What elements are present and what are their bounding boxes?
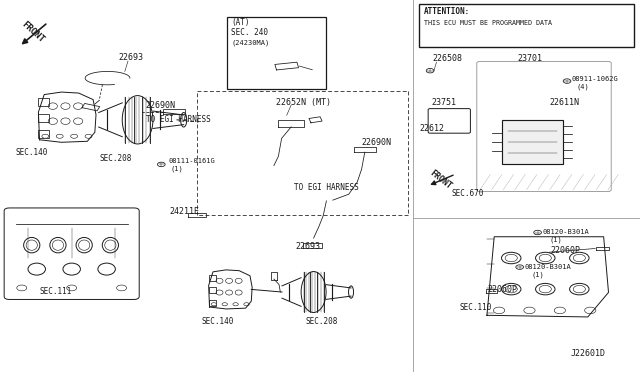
Text: TO EGI HARNESS: TO EGI HARNESS — [146, 115, 211, 124]
Text: ATTENTION:: ATTENTION: — [424, 7, 470, 16]
Bar — [227, 17, 326, 89]
Text: FRONT: FRONT — [428, 168, 453, 190]
Circle shape — [534, 230, 541, 235]
Bar — [419, 4, 634, 46]
Text: 22652N (MT): 22652N (MT) — [276, 98, 332, 107]
Text: (1): (1) — [549, 236, 562, 243]
Text: 22693: 22693 — [118, 52, 143, 61]
Text: TO EGI HARNESS: TO EGI HARNESS — [294, 183, 359, 192]
Text: FRONT: FRONT — [20, 20, 46, 45]
Text: 22611N: 22611N — [549, 98, 579, 107]
Circle shape — [42, 134, 49, 138]
Bar — [209, 287, 216, 293]
Circle shape — [85, 134, 92, 138]
Bar — [38, 98, 49, 106]
Text: 22693: 22693 — [296, 242, 321, 251]
Text: (4): (4) — [576, 84, 589, 90]
Circle shape — [56, 134, 63, 138]
Text: SEC.111: SEC.111 — [40, 287, 72, 296]
Circle shape — [426, 68, 434, 73]
Text: SEC. 240: SEC. 240 — [231, 28, 268, 37]
Text: SEC.670: SEC.670 — [451, 189, 484, 198]
Bar — [38, 131, 49, 138]
Circle shape — [244, 303, 249, 306]
Text: THIS ECU MUST BE PROGRAMMED DATA: THIS ECU MUST BE PROGRAMMED DATA — [424, 20, 552, 26]
Text: 22690N: 22690N — [146, 101, 176, 110]
Text: 22690N: 22690N — [362, 138, 392, 147]
Text: 08111-0161G: 08111-0161G — [168, 158, 215, 164]
Text: (AT): (AT) — [231, 18, 250, 27]
Bar — [502, 120, 563, 164]
Text: SEC.140: SEC.140 — [16, 148, 49, 157]
Bar — [209, 300, 216, 306]
Bar — [38, 115, 49, 122]
Circle shape — [563, 79, 571, 83]
Text: SEC.208: SEC.208 — [99, 154, 132, 163]
Text: 08911-1062G: 08911-1062G — [572, 76, 618, 82]
Text: 08120-B301A: 08120-B301A — [543, 229, 589, 235]
Text: SEC.208: SEC.208 — [306, 317, 339, 326]
Text: 22060P: 22060P — [488, 285, 518, 294]
Circle shape — [157, 162, 165, 167]
Text: 24211E: 24211E — [170, 207, 200, 216]
Text: 23751: 23751 — [431, 98, 456, 107]
Circle shape — [222, 303, 227, 306]
Circle shape — [211, 303, 216, 306]
Text: SEC.110: SEC.110 — [460, 302, 492, 311]
Text: (1): (1) — [170, 166, 183, 172]
Bar — [209, 275, 216, 280]
Text: 22060P: 22060P — [550, 246, 580, 255]
Text: 22612: 22612 — [419, 124, 444, 133]
Text: 23701: 23701 — [517, 54, 542, 62]
Text: (24230MA): (24230MA) — [231, 40, 269, 46]
Text: 08120-B301A: 08120-B301A — [525, 264, 572, 270]
Circle shape — [516, 265, 524, 269]
Circle shape — [70, 134, 77, 138]
Text: (1): (1) — [531, 271, 544, 278]
Text: SEC.140: SEC.140 — [202, 317, 234, 326]
Text: J22601D: J22601D — [571, 349, 606, 358]
Text: 226508: 226508 — [432, 54, 462, 62]
Circle shape — [233, 303, 238, 306]
